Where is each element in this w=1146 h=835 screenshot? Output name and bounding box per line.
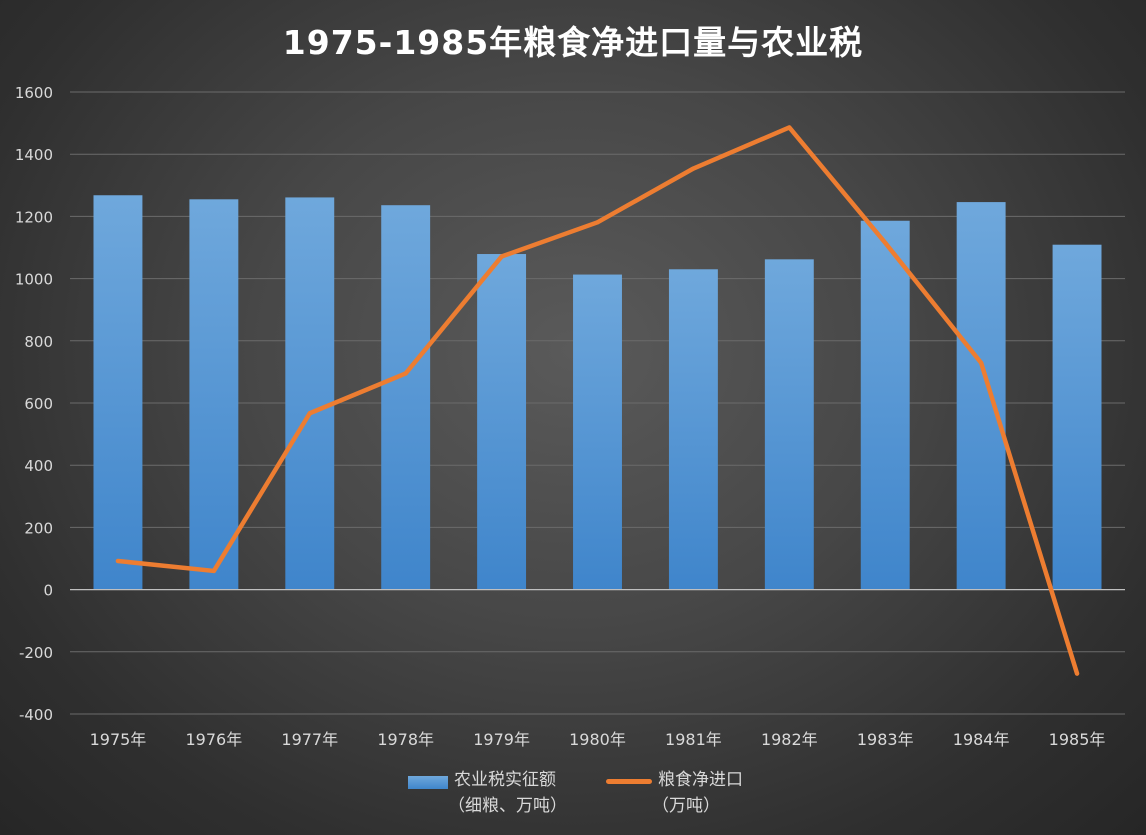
line-point <box>691 166 696 171</box>
line-point <box>115 558 120 563</box>
x-tick-label: 1978年 <box>377 730 434 749</box>
x-tick-label: 1980年 <box>569 730 626 749</box>
legend-bar-label-line2: （细粮、万吨） <box>448 796 567 816</box>
line-point <box>211 568 216 573</box>
legend-line-label-line2: （万吨） <box>652 796 720 816</box>
y-tick-label: -200 <box>19 644 53 662</box>
legend-line-label-line1: 粮食净进口 <box>658 770 743 790</box>
line-point <box>307 411 312 416</box>
bar <box>189 199 239 590</box>
chart-title: 1975-1985年粮食净进口量与农业税 <box>282 23 864 62</box>
y-tick-label: 800 <box>24 333 53 351</box>
y-tick-label: 1000 <box>15 271 53 289</box>
line-point <box>1075 671 1080 676</box>
bar <box>381 205 431 590</box>
line-point <box>403 371 408 376</box>
chart-legend: 农业税实征额 （细粮、万吨） 粮食净进口 （万吨） <box>0 768 1146 828</box>
bar <box>860 220 910 590</box>
legend-line-swatch <box>606 779 652 784</box>
bar <box>573 274 622 590</box>
y-tick-label: 0 <box>43 582 53 600</box>
bar <box>956 202 1006 590</box>
bar <box>1052 244 1102 590</box>
line-point <box>499 254 504 259</box>
line-point <box>979 360 984 365</box>
x-tick-label: 1976年 <box>185 730 242 749</box>
y-tick-label: 200 <box>24 519 53 537</box>
x-tick-label: 1977年 <box>281 730 338 749</box>
y-tick-label: -400 <box>19 706 53 724</box>
x-tick-label: 1982年 <box>761 730 818 749</box>
legend-bar-swatch <box>408 776 448 789</box>
y-tick-label: 1600 <box>15 84 53 102</box>
line-point <box>787 125 792 130</box>
line-point <box>883 240 888 245</box>
bar <box>285 197 335 590</box>
line-point <box>595 220 600 225</box>
bar <box>93 195 143 590</box>
bar <box>668 269 718 590</box>
x-tick-label: 1979年 <box>473 730 530 749</box>
y-tick-label: 600 <box>24 395 53 413</box>
bar <box>764 259 814 590</box>
x-tick-label: 1983年 <box>857 730 914 749</box>
y-tick-label: 1400 <box>15 146 53 164</box>
x-tick-label: 1981年 <box>665 730 722 749</box>
bar <box>477 254 527 590</box>
x-tick-label: 1985年 <box>1049 730 1106 749</box>
legend-bar-label-line1: 农业税实征额 <box>454 770 556 790</box>
x-tick-label: 1984年 <box>953 730 1010 749</box>
x-tick-label: 1975年 <box>90 730 147 749</box>
y-tick-label: 1200 <box>15 208 53 226</box>
y-tick-label: 400 <box>24 457 53 475</box>
